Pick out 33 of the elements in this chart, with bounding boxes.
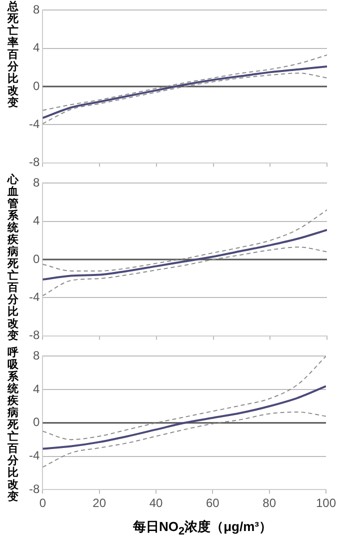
line-series xyxy=(42,385,326,450)
text: 心血管系统疾病死亡百分比改变 xyxy=(8,174,18,342)
y-tick-label: 4 xyxy=(32,382,40,396)
line-series xyxy=(42,72,327,124)
y-tick-label: 0 xyxy=(32,78,40,93)
y-tick-label: 0 xyxy=(32,252,40,266)
x-tick-label: 100 xyxy=(316,496,336,510)
line-series xyxy=(42,228,327,281)
x-tick-label: 80 xyxy=(262,496,276,510)
line-series xyxy=(42,54,327,111)
text: 总死亡率百分比改变 xyxy=(8,1,18,109)
y-tick-label: 4 xyxy=(32,40,40,55)
line-series xyxy=(42,246,327,296)
y-tick-label: 8 xyxy=(32,348,40,363)
y-tick-label: -8 xyxy=(29,155,40,170)
y-tick-label: -4 xyxy=(29,116,40,131)
x-axis-title: 每日NO$_{2}$浓度（μg/m³） xyxy=(132,518,273,538)
line-series xyxy=(42,209,327,272)
y-tick-label: 4 xyxy=(32,214,40,228)
y-tick-label: 8 xyxy=(32,2,40,17)
text: 呼吸系统疾病死亡百分比改变 xyxy=(8,347,18,503)
y-tick-label: 8 xyxy=(32,176,40,190)
x-tick-label: 20 xyxy=(92,496,106,510)
y-tick-label: -4 xyxy=(29,448,40,463)
line-series xyxy=(42,65,327,119)
x-tick-label: 60 xyxy=(206,496,220,510)
y-tick-label: -8 xyxy=(29,482,40,496)
line-series xyxy=(42,412,326,468)
y-tick-label: -8 xyxy=(29,328,40,342)
y-tick-label: -4 xyxy=(29,290,40,304)
line-series xyxy=(42,356,326,440)
y-tick-label: 0 xyxy=(32,415,40,430)
x-tick-label: 40 xyxy=(149,496,163,510)
